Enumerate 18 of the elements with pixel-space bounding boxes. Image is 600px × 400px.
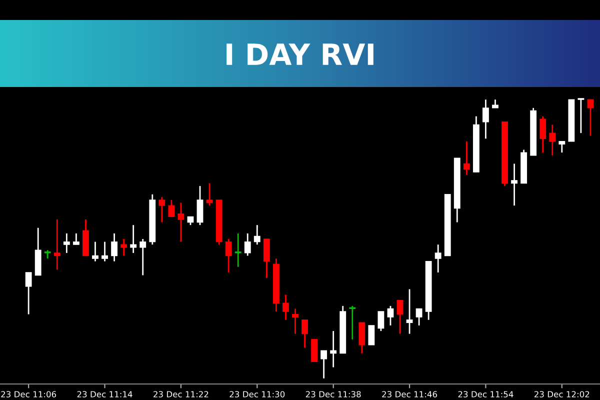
- x-tick-label: 23 Dec 11:54: [458, 391, 514, 398]
- x-tick-label: 23 Dec 11:30: [230, 391, 285, 398]
- candlestick: [311, 339, 318, 362]
- x-tick-label: 23 Dec 11:46: [382, 391, 438, 398]
- candlestick: [568, 98, 575, 142]
- candlestick: [44, 249, 51, 260]
- candlestick: [234, 232, 242, 268]
- x-tick-label: 23 Dec 11:22: [154, 391, 208, 398]
- candlestick: [349, 305, 356, 340]
- x-tick-label: 23 Dec 11:06: [1, 391, 56, 398]
- candlestick: [578, 98, 584, 134]
- x-tick-label: 23 Dec 11:14: [77, 391, 132, 398]
- x-tick-label: 23 Dec 12:02: [534, 391, 590, 398]
- candlestick: [368, 324, 375, 346]
- chart-title: I DAY RVI: [226, 44, 374, 65]
- x-tick-label: 23 Dec 11:38: [306, 391, 361, 398]
- candlestick: [178, 202, 184, 242]
- candlestick: [444, 194, 451, 256]
